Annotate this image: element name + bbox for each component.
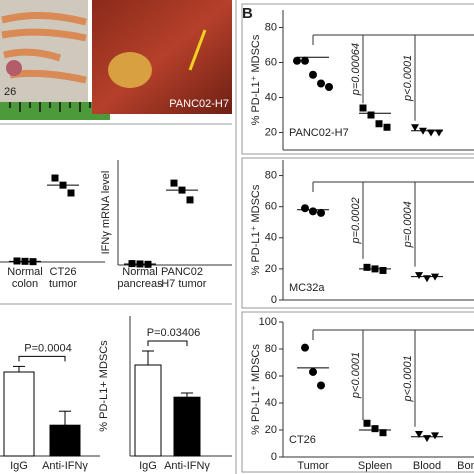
point bbox=[367, 111, 375, 119]
x-tick-label: Bone bbox=[457, 460, 474, 472]
y-axis-label: % PD-L1+ MDSCs bbox=[98, 340, 110, 432]
point bbox=[415, 431, 423, 439]
bar bbox=[134, 364, 162, 457]
point bbox=[423, 435, 431, 443]
x-tick-label: Normal bbox=[122, 266, 157, 278]
photo-label: 26 bbox=[4, 86, 16, 98]
point bbox=[186, 196, 194, 204]
tissue bbox=[108, 52, 152, 88]
ruler-ticks bbox=[9, 102, 101, 112]
p-value: P=0.0004 bbox=[24, 342, 71, 354]
x-tick-label: Anti-IFNγ bbox=[164, 460, 210, 472]
y-tick-label: 100 bbox=[259, 316, 277, 328]
y-tick-label: 60 bbox=[265, 201, 277, 213]
y-tick-label: 40 bbox=[265, 232, 277, 244]
bar bbox=[173, 396, 201, 457]
p-value: p=0.0004 bbox=[402, 201, 414, 248]
x-tick-label: tumor bbox=[49, 278, 77, 290]
point bbox=[317, 381, 325, 390]
point bbox=[309, 367, 317, 376]
point bbox=[415, 272, 423, 280]
panel-label: B bbox=[242, 5, 253, 22]
y-tick-label: 80 bbox=[265, 21, 277, 33]
x-tick-label: CT26 bbox=[50, 266, 77, 278]
point bbox=[379, 266, 387, 274]
point bbox=[309, 207, 317, 216]
y-tick-label: 60 bbox=[265, 56, 277, 68]
point bbox=[371, 425, 379, 433]
p-value: p=0.0002 bbox=[350, 197, 362, 244]
x-tick-label: Tumor bbox=[297, 460, 329, 472]
point bbox=[431, 432, 439, 440]
point bbox=[51, 174, 59, 182]
x-tick-label: Blood bbox=[413, 460, 441, 472]
sig-bracket bbox=[18, 355, 66, 362]
bar bbox=[3, 371, 35, 457]
y-tick-label: 0 bbox=[271, 451, 277, 463]
x-tick-label: -H7 tumor bbox=[158, 278, 207, 290]
point bbox=[363, 419, 371, 427]
y-tick-label: 40 bbox=[265, 91, 277, 103]
panel-name: PANC02-H7 bbox=[289, 127, 349, 139]
point bbox=[309, 70, 317, 79]
x-tick-label: colon bbox=[12, 278, 38, 290]
y-tick-label: 80 bbox=[265, 343, 277, 355]
p-value: P=0.03406 bbox=[147, 327, 201, 339]
bar bbox=[49, 424, 81, 457]
p-value: p<0.0001 bbox=[402, 355, 414, 402]
x-tick-label: Anti-IFNγ bbox=[42, 460, 88, 472]
y-tick-label: 20 bbox=[265, 126, 277, 138]
point bbox=[411, 124, 419, 132]
p-value: p<0.0001 bbox=[350, 352, 362, 399]
point bbox=[317, 208, 325, 217]
sig-bracket bbox=[147, 340, 188, 346]
panel-frame bbox=[241, 311, 474, 473]
point bbox=[363, 263, 371, 271]
point bbox=[170, 179, 178, 187]
x-tick-label: IgG bbox=[10, 460, 28, 472]
y-tick-label: 40 bbox=[265, 397, 277, 409]
point bbox=[293, 56, 301, 65]
y-axis-label: IFNγ mRNA level bbox=[100, 171, 112, 255]
tissue bbox=[6, 60, 22, 76]
panel-name: MC32a bbox=[289, 282, 325, 294]
x-tick-label: IgG bbox=[139, 460, 157, 472]
x-tick-label: Normal bbox=[7, 266, 42, 278]
point bbox=[301, 56, 309, 65]
point bbox=[301, 343, 309, 352]
photo-label: PANC02-H7 bbox=[169, 98, 229, 110]
point bbox=[325, 83, 333, 91]
p-value: p=0.00064 bbox=[350, 43, 362, 96]
point bbox=[375, 120, 383, 128]
point bbox=[301, 204, 309, 213]
x-tick-label: Spleen bbox=[358, 460, 392, 472]
y-tick-label: 80 bbox=[265, 169, 277, 181]
x-tick-label: PANC02 bbox=[161, 266, 203, 278]
y-tick-label: 60 bbox=[265, 370, 277, 382]
panel-frame bbox=[241, 157, 474, 309]
y-axis-label: % PD-L1⁺ MDSCs bbox=[250, 344, 262, 435]
photos: 26 PANC02-H7 bbox=[0, 0, 232, 120]
y-tick-label: 0 bbox=[271, 294, 277, 306]
ruler bbox=[0, 102, 110, 120]
tissue bbox=[1, 12, 87, 84]
panel-frame bbox=[241, 3, 474, 155]
point bbox=[359, 104, 367, 112]
y-axis-label: % PD-L1⁺ MDSCs bbox=[250, 34, 262, 125]
y-tick-label: 20 bbox=[265, 263, 277, 275]
point bbox=[67, 189, 75, 197]
point bbox=[383, 123, 391, 131]
point bbox=[379, 429, 387, 437]
y-axis-label: % PD-L1⁺ MDSCs bbox=[250, 184, 262, 275]
x-tick-label: pancreas bbox=[117, 278, 163, 290]
y-tick-label: 20 bbox=[265, 424, 277, 436]
arrow bbox=[188, 29, 207, 71]
panel-name: CT26 bbox=[289, 434, 316, 446]
p-value: p<0.0001 bbox=[402, 55, 414, 102]
point bbox=[317, 79, 325, 88]
photo-pancreas bbox=[92, 0, 232, 114]
